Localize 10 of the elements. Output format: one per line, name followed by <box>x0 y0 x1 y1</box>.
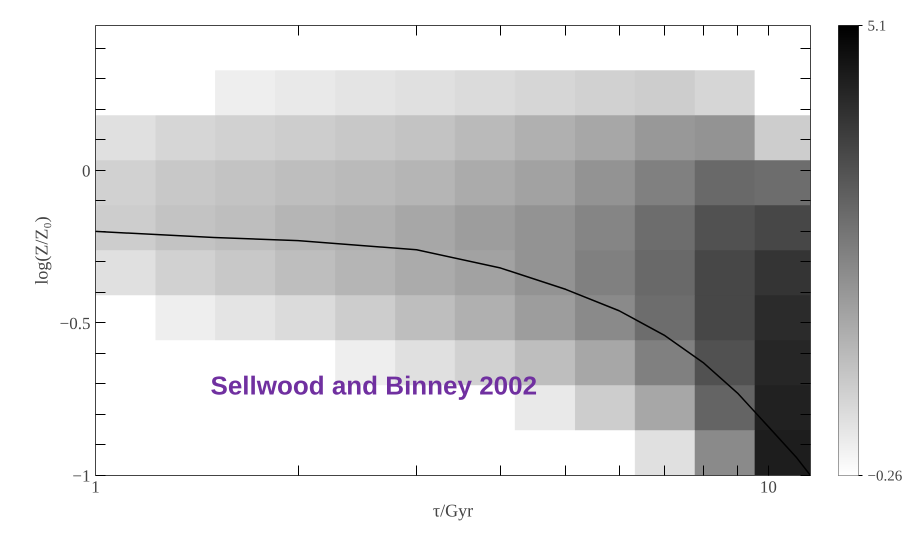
x-tick-label: 10 <box>760 478 777 496</box>
y-tick-label: −0.5 <box>60 314 91 333</box>
annotation: Sellwood and Binney 2002 <box>210 370 538 400</box>
y-tick-label: 0 <box>82 161 90 180</box>
y-axis-title: log(Z/Z₀) <box>32 216 52 285</box>
x-tick-label: 1 <box>91 478 100 496</box>
x-axis-title: τ/Gyr <box>432 500 474 520</box>
y-tick-label: −1 <box>72 466 91 486</box>
color-bar-label: 5.1 <box>868 18 886 34</box>
color-bar-label: −0.26 <box>868 468 903 484</box>
